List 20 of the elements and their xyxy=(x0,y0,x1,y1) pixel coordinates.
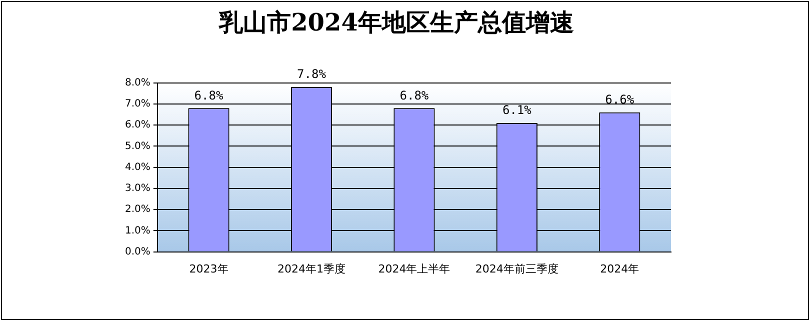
y-tick-label: 2.0% xyxy=(125,204,150,216)
y-tick-label: 7.0% xyxy=(125,98,150,110)
data-label: 7.8% xyxy=(297,67,327,82)
y-tick-label: 5.0% xyxy=(125,140,150,152)
x-tick-label: 2023年 xyxy=(189,262,228,276)
x-tick-label: 2024年前三季度 xyxy=(475,262,558,276)
y-tick-label: 1.0% xyxy=(125,225,150,236)
data-label: 6.1% xyxy=(502,103,532,118)
chart-title: 乳山市2024年地区生产总值增速 xyxy=(218,8,574,37)
x-tick-label: 2024年 xyxy=(600,262,640,276)
data-label: 6.8% xyxy=(400,88,430,102)
y-tick-label: 8.0% xyxy=(125,77,150,88)
y-tick-label: 4.0% xyxy=(125,162,150,173)
data-label: 6.8% xyxy=(194,88,224,102)
x-tick-label: 2024年1季度 xyxy=(277,262,346,276)
data-label: 6.6% xyxy=(605,92,635,106)
y-tick-label: 3.0% xyxy=(125,183,150,194)
y-tick-label: 0.0% xyxy=(125,246,150,258)
y-tick-label: 6.0% xyxy=(125,120,150,131)
x-tick-label: 2024年上半年 xyxy=(378,262,450,276)
